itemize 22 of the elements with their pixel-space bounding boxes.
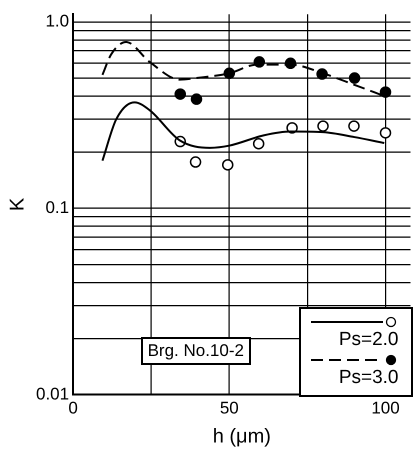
point: [380, 86, 392, 98]
y-tick-label: 0.1: [45, 198, 70, 217]
point: [348, 72, 360, 84]
x-tick-label: 50: [220, 398, 239, 418]
y-axis-title: K: [6, 197, 29, 212]
point: [348, 120, 360, 132]
y-tick-label: 1.0: [45, 12, 70, 31]
x-axis-title: h (μm): [212, 426, 271, 448]
point: [380, 127, 392, 139]
point: [190, 156, 202, 168]
x-tick-label: 100: [371, 398, 400, 418]
point: [317, 120, 329, 132]
point: [174, 88, 186, 100]
annotation: Brg. No.10-2: [140, 336, 251, 365]
legend-label: Ps=3.0: [338, 366, 398, 389]
point: [224, 68, 236, 80]
x-tick-label: 0: [68, 398, 78, 418]
y-tick-label: 0.01: [36, 384, 70, 404]
point: [190, 93, 202, 105]
point: [222, 159, 234, 171]
point: [252, 138, 264, 150]
legend-label: Ps=2.0: [338, 328, 398, 351]
